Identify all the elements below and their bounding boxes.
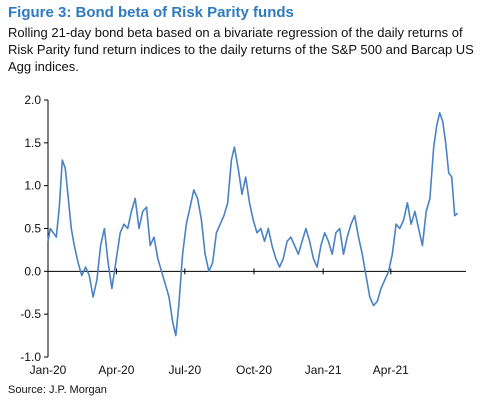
series-layer bbox=[47, 112, 459, 337]
series-line bbox=[47, 112, 459, 337]
figure-subtitle: Rolling 21-day bond beta based on a biva… bbox=[8, 25, 474, 74]
x-tick-label: Jan-21 bbox=[305, 363, 342, 377]
x-axis: Jan-20 Apr-20 Jul-20 Oct-20 Jan-21 Apr-21 bbox=[30, 268, 466, 377]
x-tick-label: Apr-21 bbox=[373, 363, 409, 377]
bond-beta-line-chart: 2.0 1.5 1.0 0.5 0.0 -0.5 -1.0 Jan-20 Apr-20 Jul-… bbox=[20, 93, 466, 377]
y-tick-label: 2.0 bbox=[24, 93, 41, 107]
x-tick-label: Jan-20 bbox=[30, 363, 67, 377]
figure-title: Figure 3: Bond beta of Risk Parity funds bbox=[8, 4, 294, 21]
y-tick-label: -0.5 bbox=[20, 307, 41, 321]
y-tick-label: 0.5 bbox=[24, 222, 41, 236]
y-tick-label: -1.0 bbox=[20, 350, 41, 364]
x-tick-label: Oct-20 bbox=[236, 363, 272, 377]
y-tick-label: 0.0 bbox=[24, 264, 41, 278]
y-tick-label: 1.0 bbox=[24, 179, 41, 193]
y-tick-label: 1.5 bbox=[24, 136, 41, 150]
source-note: Source: J.P. Morgan bbox=[8, 384, 107, 396]
x-tick-label: Jul-20 bbox=[168, 363, 201, 377]
y-axis: 2.0 1.5 1.0 0.5 0.0 -0.5 -1.0 bbox=[20, 93, 49, 364]
x-tick-label: Apr-20 bbox=[98, 363, 134, 377]
